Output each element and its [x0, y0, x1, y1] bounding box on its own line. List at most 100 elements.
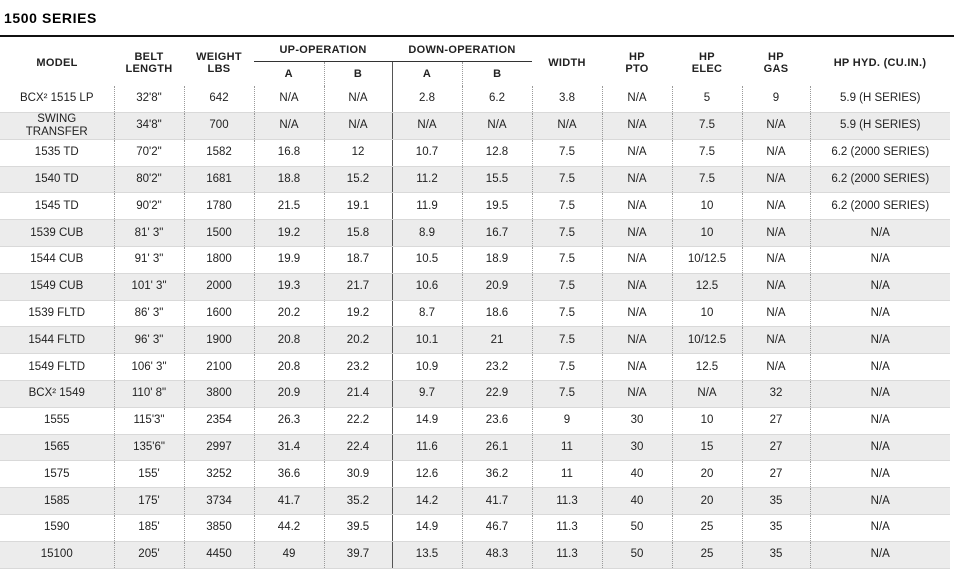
cell-belt-length: 91' 3" — [113, 246, 184, 274]
cell-down-a: 13.5 — [391, 541, 462, 569]
cell-hp-hyd: N/A — [809, 434, 950, 462]
header-down-a: A — [391, 61, 462, 86]
cell-hp-elec: 7.5 — [671, 112, 742, 140]
cell-up-a: 49 — [253, 541, 324, 569]
cell-up-b: 20.2 — [323, 326, 392, 355]
cell-up-b: 12 — [323, 139, 392, 167]
cell-hp-gas: N/A — [741, 219, 810, 247]
cell-hp-gas: N/A — [741, 300, 810, 328]
cell-model: 1535 TD — [0, 139, 114, 167]
cell-belt-length: 115'3" — [113, 407, 184, 435]
cell-weight: 1600 — [183, 300, 254, 328]
cell-up-a: 19.3 — [253, 273, 324, 301]
cell-hp-gas: 9 — [741, 86, 810, 113]
table-row: 1549 FLTD 106' 3" 2100 20.8 23.2 10.9 23.2 7.5 N… — [0, 353, 950, 381]
cell-up-b: 22.4 — [323, 434, 392, 462]
cell-width: 7.5 — [531, 353, 602, 381]
cell-hp-elec: 10 — [671, 219, 742, 247]
cell-up-b: 15.2 — [323, 166, 392, 194]
cell-hp-elec: 12.5 — [671, 353, 742, 381]
cell-hp-elec: 10 — [671, 192, 742, 221]
cell-hp-hyd: N/A — [809, 380, 950, 408]
header-model: MODEL — [36, 56, 78, 69]
cell-hp-pto: N/A — [601, 380, 672, 408]
cell-up-b: 39.5 — [323, 514, 392, 542]
cell-hp-hyd: N/A — [809, 246, 950, 274]
cell-width: 11 — [531, 460, 602, 489]
cell-down-a: 11.6 — [391, 434, 462, 462]
cell-hp-pto: 30 — [601, 434, 672, 462]
cell-model: 1549 FLTD — [0, 353, 114, 381]
cell-hp-hyd: N/A — [809, 514, 950, 542]
cell-down-a: 10.1 — [391, 326, 462, 355]
cell-belt-length: 106' 3" — [113, 353, 184, 381]
cell-weight: 1681 — [183, 166, 254, 194]
cell-down-a: 12.6 — [391, 460, 462, 489]
cell-hp-pto: N/A — [601, 192, 672, 221]
cell-hp-gas: N/A — [741, 192, 810, 221]
cell-weight: 3734 — [183, 487, 254, 515]
cell-weight: 2100 — [183, 353, 254, 381]
cell-down-a: 10.6 — [391, 273, 462, 301]
cell-hp-gas: 27 — [741, 434, 810, 462]
cell-hp-hyd: 6.2 (2000 SERIES) — [809, 139, 950, 167]
cell-hp-hyd: 5.9 (H SERIES) — [809, 112, 950, 140]
cell-up-a: 21.5 — [253, 192, 324, 221]
cell-model: 1539 CUB — [0, 219, 114, 247]
cell-hp-pto: 30 — [601, 407, 672, 435]
cell-width: 7.5 — [531, 139, 602, 167]
cell-hp-gas: 35 — [741, 487, 810, 515]
cell-up-a: 31.4 — [253, 434, 324, 462]
cell-up-a: 44.2 — [253, 514, 324, 542]
cell-belt-length: 34'8" — [113, 112, 184, 140]
cell-weight: 700 — [183, 112, 254, 140]
table-row: 15100 205' 4450 49 39.7 13.5 48.3 11.3 50 25 35 N/A — [0, 541, 950, 569]
cell-down-b: 48.3 — [461, 541, 532, 569]
cell-down-a: 14.2 — [391, 487, 462, 515]
cell-width: 11.3 — [531, 541, 602, 569]
cell-weight: 1800 — [183, 246, 254, 274]
cell-model: 1575 — [0, 460, 114, 489]
table-row: 1545 TD 90'2" 1780 21.5 19.1 11.9 19.5 7.5 N/A 10… — [0, 192, 950, 221]
cell-weight: 3252 — [183, 460, 254, 489]
cell-model: 1545 TD — [0, 192, 114, 221]
cell-up-b: 22.2 — [323, 407, 392, 435]
cell-belt-length: 32'8" — [113, 86, 184, 113]
cell-up-a: 20.8 — [253, 353, 324, 381]
cell-down-b: 15.5 — [461, 166, 532, 194]
cell-hp-hyd: N/A — [809, 487, 950, 515]
header-pto-line1: HP — [629, 50, 645, 63]
cell-up-a: 18.8 — [253, 166, 324, 194]
cell-down-b: 41.7 — [461, 487, 532, 515]
header-gas-line2: GAS — [763, 62, 789, 75]
table-row: BCX² 1515 LP 32'8" 642 N/A N/A 2.8 6.2 3.8 N/A 5 9… — [0, 86, 950, 113]
cell-belt-length: 96' 3" — [113, 326, 184, 355]
cell-weight: 2997 — [183, 434, 254, 462]
table-row: 1540 TD 80'2" 1681 18.8 15.2 11.2 15.5 7.5 N/A 7.… — [0, 166, 950, 194]
cell-hp-hyd: N/A — [809, 273, 950, 301]
cell-hp-gas: N/A — [741, 166, 810, 194]
cell-hp-gas: N/A — [741, 246, 810, 274]
header-down-operation: DOWN-OPERATION — [392, 39, 532, 62]
cell-down-a: 2.8 — [391, 86, 462, 113]
cell-width: 11.3 — [531, 514, 602, 542]
header-gas-line1: HP — [768, 50, 784, 63]
cell-down-b: 19.5 — [461, 192, 532, 221]
cell-hp-pto: 50 — [601, 541, 672, 569]
cell-hp-hyd: N/A — [809, 541, 950, 569]
header-width: WIDTH — [548, 56, 586, 69]
cell-up-b: 21.4 — [323, 380, 392, 408]
cell-hp-hyd: N/A — [809, 353, 950, 381]
cell-weight: 4450 — [183, 541, 254, 569]
header-up-b: B — [323, 61, 392, 86]
table-row: 1544 CUB 91' 3" 1800 19.9 18.7 10.5 18.9 7.5 N/A… — [0, 246, 950, 274]
cell-up-b: 23.2 — [323, 353, 392, 381]
header-weight-line2: LBS — [207, 62, 231, 75]
cell-up-b: N/A — [323, 86, 392, 113]
header-hp-pto: HP PTO — [602, 39, 672, 86]
cell-down-a: 8.9 — [391, 219, 462, 247]
cell-down-b: 16.7 — [461, 219, 532, 247]
cell-hp-gas: 27 — [741, 460, 810, 489]
cell-hp-hyd: N/A — [809, 460, 950, 489]
cell-hp-elec: 10/12.5 — [671, 326, 742, 355]
